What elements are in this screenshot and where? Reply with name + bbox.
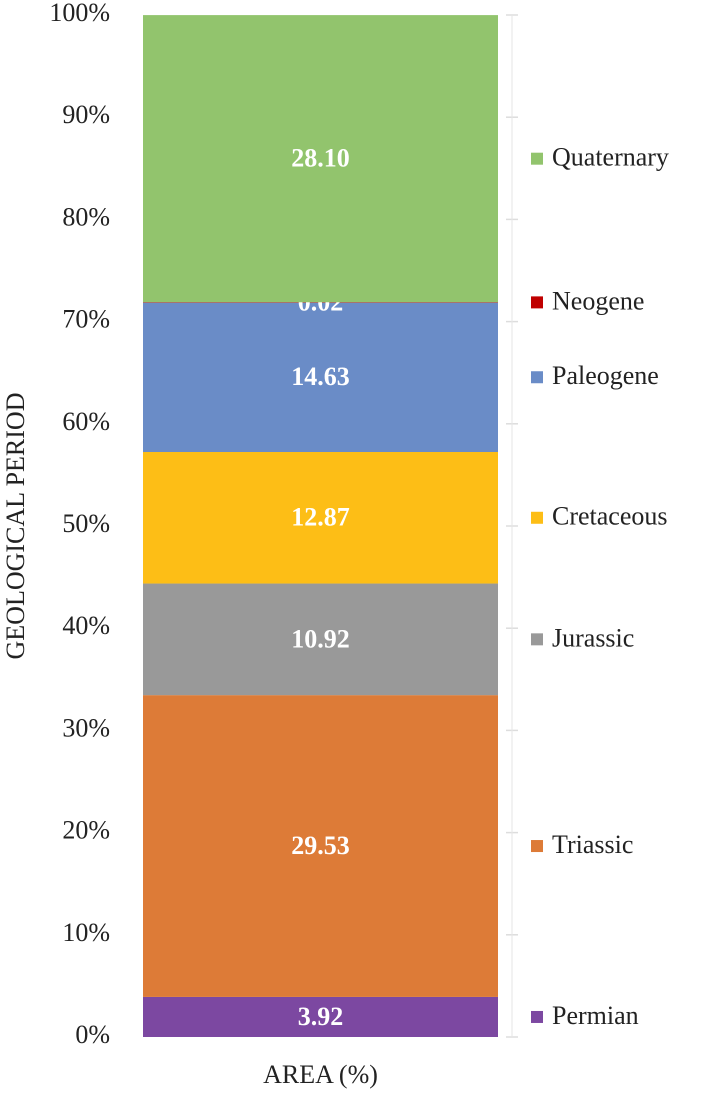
legend-marker	[531, 840, 543, 853]
legend-marker	[531, 1010, 543, 1023]
data-label: 3.92	[298, 1002, 344, 1031]
legend-label: Quaternary	[552, 143, 669, 172]
legend-marker	[531, 633, 543, 646]
data-label: 12.87	[291, 503, 350, 532]
y-tick-label: 60%	[62, 407, 110, 436]
legend-label: Triassic	[552, 830, 633, 859]
bar-segment	[143, 695, 498, 997]
data-label: 14.63	[291, 362, 350, 391]
data-label: 10.92	[291, 624, 350, 653]
legend-marker	[531, 296, 543, 309]
legend-marker	[531, 152, 543, 165]
bar-segment	[143, 302, 498, 303]
y-tick-label: 70%	[62, 305, 110, 334]
y-tick-label: 50%	[62, 509, 110, 538]
bar-segment	[143, 15, 498, 303]
y-tick-label: 0%	[75, 1020, 110, 1049]
legend-marker	[531, 511, 543, 524]
bar-segment	[143, 996, 498, 1037]
data-label: 29.53	[291, 831, 350, 860]
legend-label: Cretaceous	[552, 502, 668, 531]
data-label: 28.10	[291, 144, 350, 173]
y-axis-title: GEOLOGICAL PERIOD	[1, 393, 30, 660]
y-tick-label: 90%	[62, 100, 110, 129]
legend-label: Neogene	[552, 286, 644, 315]
y-tick-label: 20%	[62, 816, 110, 845]
y-tick-label: 40%	[62, 611, 110, 640]
bar-segment	[143, 302, 498, 453]
legend-label: Jurassic	[552, 623, 634, 652]
legend-marker	[531, 371, 543, 384]
y-tick-label: 30%	[62, 713, 110, 742]
legend-label: Permian	[552, 1001, 639, 1030]
bar-segment	[143, 583, 498, 696]
y-tick-label: 10%	[62, 918, 110, 947]
legend-label: Paleogene	[552, 361, 659, 390]
x-tick-label: AREA (%)	[263, 1060, 378, 1089]
y-tick-label: 80%	[62, 202, 110, 231]
y-tick-label: 100%	[49, 0, 110, 27]
bar-segment	[143, 452, 498, 584]
